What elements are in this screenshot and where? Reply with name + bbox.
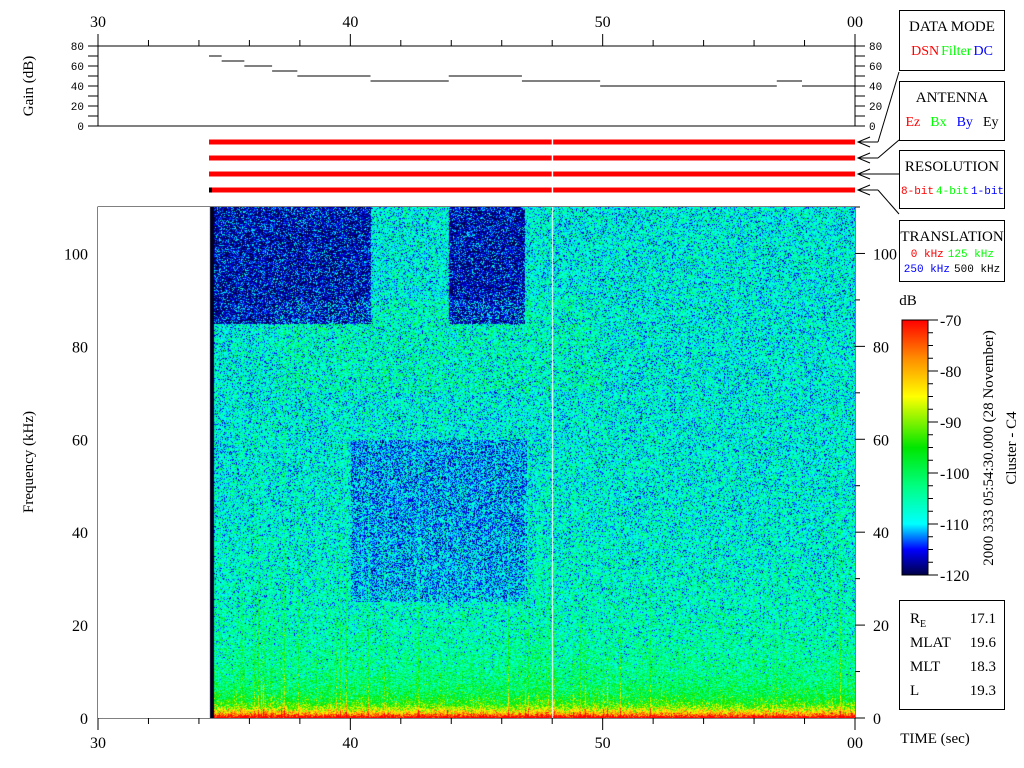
status-bar-gap (551, 139, 554, 145)
legend-item: Ez (905, 115, 921, 130)
legend-item: Ey (982, 115, 999, 130)
legend-item: DC (973, 44, 993, 59)
freq-tick-label: 80 (873, 339, 889, 356)
colorbar-tick-label: -100 (940, 466, 969, 483)
spectrogram-heatmap (98, 207, 855, 718)
info-row: RE 17.1 (900, 607, 1004, 631)
freq-tick-label: 0 (873, 711, 881, 728)
connector-line (877, 71, 900, 143)
legend-item: Bx (930, 115, 947, 130)
status-bar-data-mode (209, 139, 855, 145)
gain-tick-label: 40 (71, 82, 84, 94)
legend-items: Ez Bx By Ey (900, 115, 1004, 131)
legend-title: ANTENNA (915, 90, 989, 106)
colorbar-tick-label: -110 (940, 517, 969, 534)
colorbar-tick-label: -120 (940, 568, 969, 585)
freq-tick-label: 20 (873, 618, 889, 635)
time-tick-label: 30 (90, 14, 106, 31)
colorbar-tick-label: -90 (940, 415, 961, 432)
status-bar-gap (551, 171, 554, 177)
info-label: MLT (910, 659, 941, 675)
antenna-legend: ANTENNA Ez Bx By Ey (899, 81, 1005, 141)
time-tick-label: 40 (342, 735, 358, 752)
status-bar-gap (551, 155, 554, 161)
freq-tick-label: 20 (72, 618, 88, 635)
status-bar-gap (551, 187, 554, 193)
time-tick-label: 50 (595, 735, 611, 752)
freq-tick-label: 60 (72, 432, 88, 449)
freq-tick-label: 100 (873, 246, 897, 263)
info-value: 19.3 (969, 683, 996, 699)
time-tick-label: 30 (90, 735, 106, 752)
freq-tick-label: 80 (72, 339, 88, 356)
status-bar-resolution (209, 171, 855, 177)
time-axis-label: TIME (sec) (900, 731, 970, 747)
translation-legend: TRANSLATION 0 kHz 125 kHz 250 kHz 500 kHz (899, 220, 1005, 282)
legend-item: 1-bit (971, 186, 1005, 198)
gain-tick-label: 80 (71, 42, 84, 54)
legend-item: 125 kHz (947, 249, 994, 261)
orbit-info-box: RE 17.1 MLAT 19.6 MLT 18.3 L 19.3 (899, 600, 1005, 710)
freq-tick-label: 40 (72, 525, 88, 542)
colorbar (901, 319, 929, 576)
info-label: MLAT (910, 635, 951, 651)
legend-title: TRANSLATION (900, 229, 1004, 245)
freq-tick-label: 0 (80, 711, 88, 728)
info-row: MLT 18.3 (900, 655, 1004, 679)
time-tick-label: 00 (847, 735, 863, 752)
connector-line (877, 189, 900, 215)
gain-tick-label: 60 (869, 62, 882, 74)
colorbar-label: dB (899, 293, 917, 309)
freq-tick-label: 40 (873, 525, 889, 542)
time-tick-label: 00 (847, 14, 863, 31)
time-tick-label: 50 (595, 14, 611, 31)
gain-tick-label: 80 (869, 42, 882, 54)
gain-tick-label: 40 (869, 82, 882, 94)
legend-item: DSN (911, 44, 940, 59)
freq-tick-label: 100 (64, 246, 88, 263)
info-value: 19.6 (969, 635, 996, 651)
info-row: MLAT 19.6 (900, 631, 1004, 655)
spacecraft-label: Cluster - C4 (1004, 411, 1020, 485)
legend-items: 8-bit 4-bit 1-bit (900, 186, 1004, 198)
status-bar-translation (209, 187, 855, 193)
time-tick-label: 40 (342, 14, 358, 31)
legend-item: 0 kHz (910, 249, 944, 261)
gain-tick-label: 60 (71, 62, 84, 74)
status-bar-marker (209, 187, 213, 193)
legend-items: 0 kHz 125 kHz 250 kHz 500 kHz (900, 248, 1004, 278)
info-label: L (910, 683, 920, 699)
gain-axis-label: Gain (dB) (21, 56, 37, 116)
colorbar-tick-label: -70 (940, 313, 961, 330)
info-row: L 19.3 (900, 679, 1004, 703)
legend-item: By (956, 115, 973, 130)
legend-items: DSN Filter DC (900, 44, 1004, 60)
gain-tick-label: 20 (71, 102, 84, 114)
gain-tick-label: 0 (869, 122, 876, 134)
info-value: 18.3 (969, 659, 996, 675)
timestamp-label: 2000 333 05:54:30.000 (28 November) (981, 330, 997, 565)
info-label: RE (910, 611, 927, 630)
freq-tick-label: 60 (873, 432, 889, 449)
data-mode-legend: DATA MODE DSN Filter DC (899, 10, 1005, 71)
resolution-legend: RESOLUTION 8-bit 4-bit 1-bit (899, 150, 1005, 209)
connector-line (877, 139, 900, 159)
freq-axis-label: Frequency (kHz) (21, 411, 37, 513)
legend-item: 8-bit (901, 186, 935, 198)
legend-item: Filter (941, 44, 972, 59)
colorbar-tick-label: -80 (940, 364, 961, 381)
legend-title: DATA MODE (909, 19, 995, 35)
legend-item: 500 kHz (954, 264, 1001, 276)
info-value: 17.1 (969, 611, 996, 627)
legend-item: 4-bit (936, 186, 970, 198)
legend-item: 250 kHz (903, 264, 950, 276)
gain-tick-label: 0 (77, 122, 84, 134)
legend-title: RESOLUTION (904, 159, 1000, 175)
gain-tick-label: 20 (869, 102, 882, 114)
status-bar-antenna (209, 155, 855, 161)
